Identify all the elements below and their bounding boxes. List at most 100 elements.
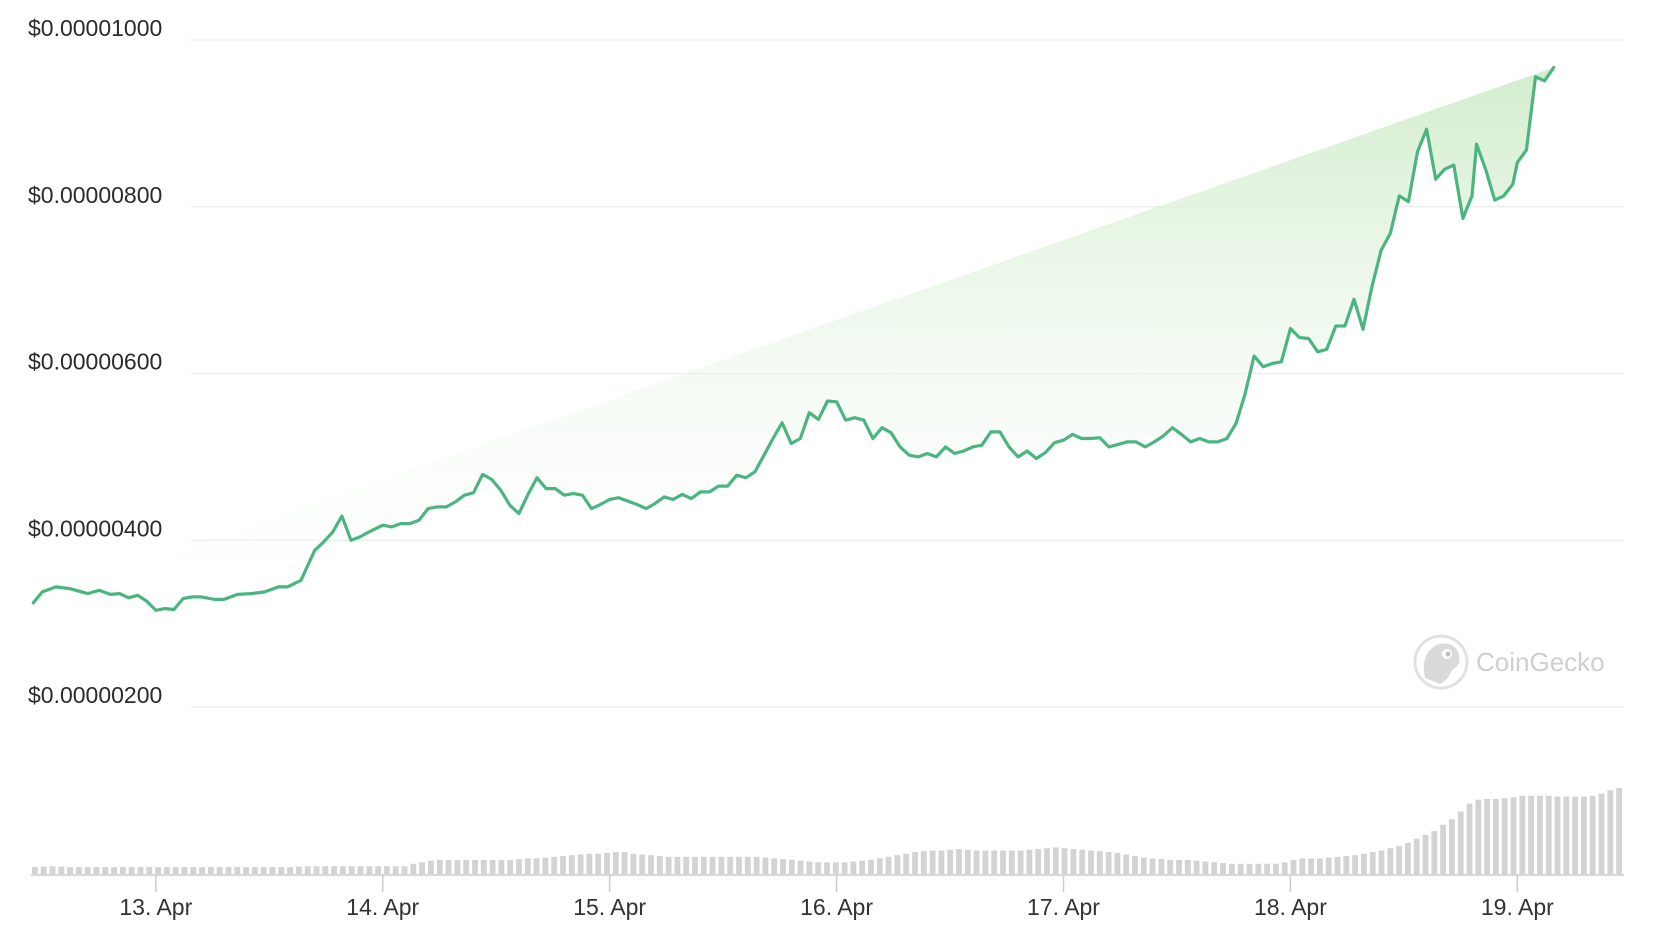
volume-bar [1246, 863, 1253, 874]
volume-bar [665, 856, 672, 874]
volume-bar [278, 867, 285, 874]
volume-bar [524, 858, 531, 874]
volume-bar [1607, 790, 1614, 874]
volume-bar [1493, 798, 1499, 874]
volume-bar [401, 866, 408, 874]
volume-bar [771, 858, 778, 874]
volume-bar [225, 867, 232, 874]
volume-bar [1140, 857, 1147, 874]
volume-bar [586, 853, 593, 874]
volume-bar [49, 866, 56, 874]
volume-bar [252, 867, 258, 874]
volume-bar [920, 851, 927, 874]
volume-bar [1589, 795, 1596, 874]
volume-bar [269, 867, 276, 874]
volume-bar [674, 856, 681, 874]
volume-bar [1229, 863, 1235, 874]
price-line-group [31, 65, 1556, 612]
volume-bar [498, 859, 505, 874]
volume-bar [93, 867, 100, 874]
volume-bar [1431, 831, 1438, 874]
volume-bar [727, 856, 734, 874]
x-tick-label: 19. Apr [1481, 894, 1554, 920]
volume-bar [428, 860, 434, 874]
x-tick-label: 18. Apr [1254, 894, 1327, 920]
gecko-logo-icon [1413, 634, 1469, 690]
volume-bar [322, 866, 329, 874]
x-tick-label: 16. Apr [800, 894, 873, 920]
volume-bar [445, 859, 452, 874]
volume-bar [1299, 858, 1306, 874]
volume-bar [1132, 856, 1138, 874]
volume-bar [577, 854, 584, 874]
volume-bar [1070, 849, 1077, 874]
volume-bar [533, 858, 540, 874]
volume-bar [832, 862, 839, 874]
volume-bar [216, 867, 223, 874]
volume-bar [1369, 852, 1376, 874]
volume-bar [111, 867, 117, 874]
volume-bar [1220, 863, 1226, 874]
volume-bar [410, 863, 417, 874]
volume-bar [1396, 845, 1402, 874]
volume-bar [1317, 858, 1323, 874]
volume-bar [1616, 788, 1622, 874]
coingecko-watermark: CoinGecko [1413, 634, 1605, 690]
volume-bar [736, 856, 742, 874]
volume-bar [164, 867, 170, 874]
volume-bar [84, 867, 91, 874]
volume-bar [172, 867, 179, 874]
volume-bar [260, 867, 267, 874]
volume-bar [304, 866, 311, 874]
volume-bar [1290, 859, 1297, 874]
volume-bar [1528, 795, 1534, 874]
volume-bar [991, 850, 998, 874]
volume-bar [181, 867, 188, 874]
volume-bar [1334, 856, 1341, 874]
x-axis: 13. Apr 14. Apr 15. Apr 16. Apr 17. Apr 18. A… [31, 874, 1624, 920]
price-line [31, 65, 1556, 612]
volume-bar [1211, 862, 1218, 874]
volume-bar [348, 866, 355, 874]
volume-bar [1581, 796, 1587, 874]
volume-bar [1422, 834, 1429, 874]
volume-bar [340, 866, 346, 874]
volume-bar [1000, 850, 1006, 874]
volume-bar [797, 860, 804, 874]
volume-bar [58, 866, 65, 874]
volume-bar [1572, 796, 1578, 874]
volume-bar [841, 862, 848, 874]
volume-bar [929, 850, 936, 874]
volume-bar [146, 867, 153, 874]
volume-bar [1008, 850, 1015, 874]
volume-bar [1343, 856, 1350, 874]
volume-bar [40, 866, 47, 874]
volume-bar [472, 859, 478, 874]
volume-bar [128, 867, 135, 874]
volume-bar [1026, 849, 1033, 874]
volume-bar [1563, 796, 1570, 874]
volume-bar [938, 850, 945, 874]
volume-bar [137, 867, 144, 874]
volume-bar [199, 867, 205, 874]
volume-bar [76, 867, 82, 874]
volume-bar [1449, 819, 1455, 874]
volume-bar [1184, 859, 1191, 874]
x-tick-label: 15. Apr [573, 894, 646, 920]
volume-bar [102, 867, 109, 874]
volume-bar [604, 852, 610, 874]
x-tick-label: 14. Apr [346, 894, 419, 920]
volume-bar [973, 850, 980, 874]
volume-bar [463, 859, 470, 874]
volume-bar [1193, 860, 1200, 874]
volume-bar [1325, 857, 1332, 874]
volume-bar [436, 859, 443, 874]
volume-bar [956, 849, 962, 874]
volume-bar [1017, 850, 1024, 874]
volume-bar [1237, 863, 1244, 874]
volume-bar [1167, 859, 1174, 874]
volume-bar [753, 856, 760, 874]
volume-bar [1352, 855, 1358, 874]
